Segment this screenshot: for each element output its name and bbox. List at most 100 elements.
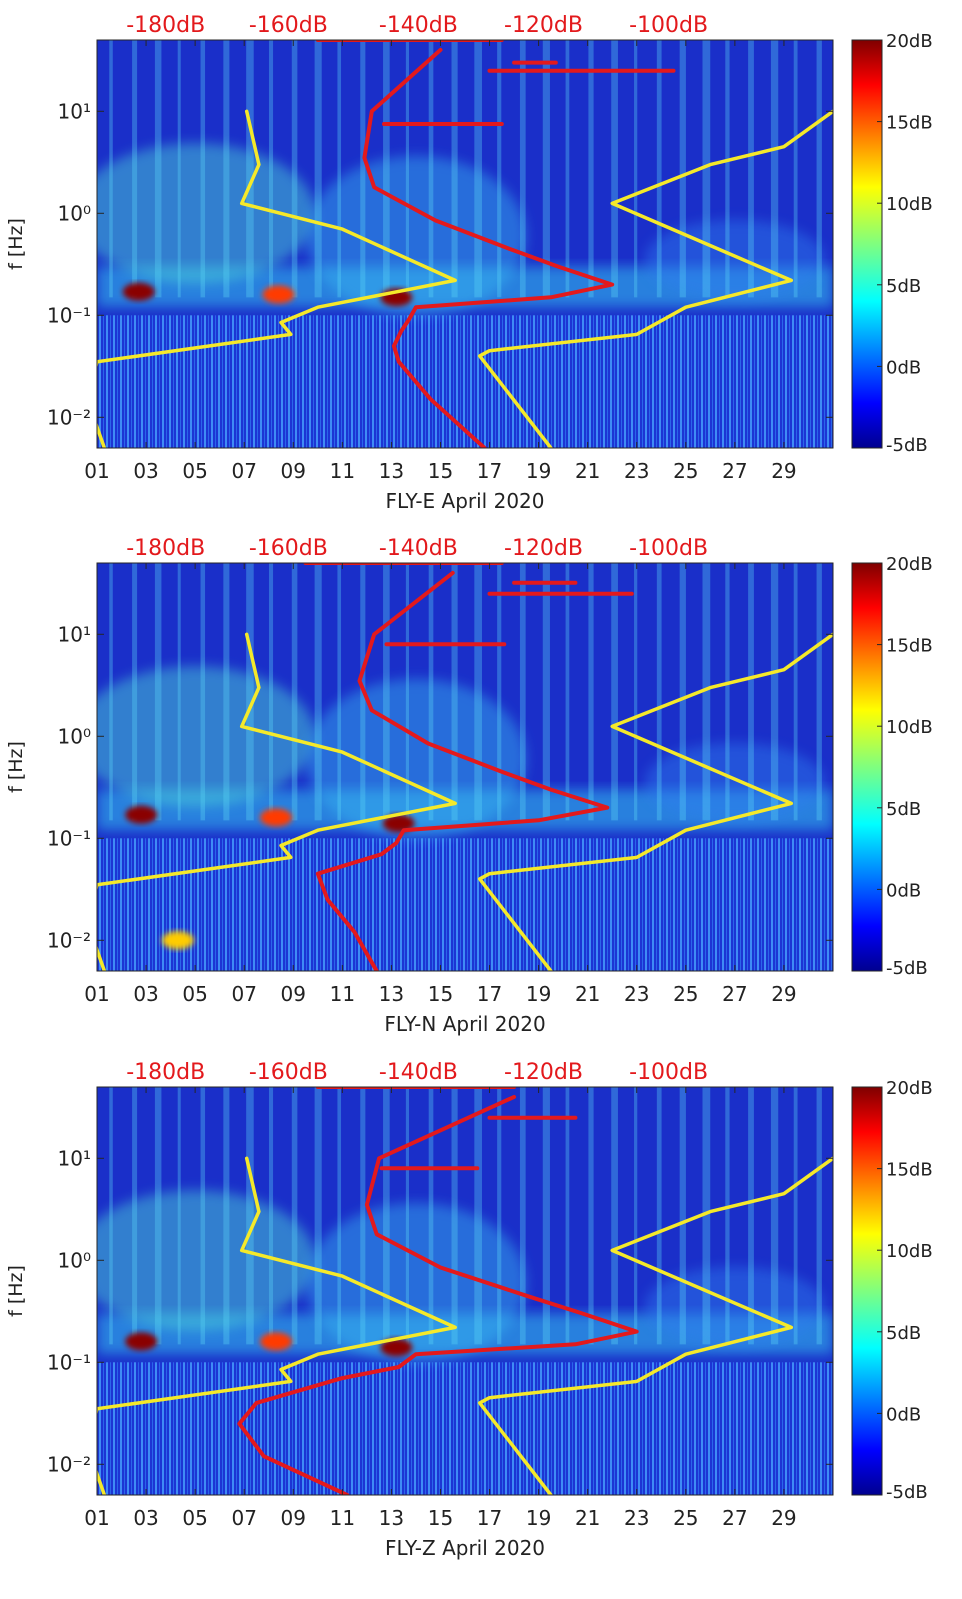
top-axis-db-label: -140dB (379, 1060, 458, 1085)
spectrogram-burst (519, 563, 526, 821)
noise-model-curve (97, 109, 457, 448)
psd-curve (237, 1094, 639, 1495)
x-tick-label: 07 (231, 1506, 256, 1530)
colorbar-label: -5dB (886, 1482, 928, 1503)
spectrogram-burst (337, 563, 342, 821)
x-tick-label: 19 (526, 459, 551, 483)
spectrogram-burst (770, 1087, 779, 1345)
top-axis-db-label: -100dB (629, 1060, 708, 1085)
spectrogram-burst (154, 563, 162, 821)
spectrogram-burst (337, 1087, 342, 1345)
spectrogram-burst (588, 1087, 594, 1345)
spectrogram-burst (816, 563, 822, 821)
spectrogram-burst (451, 563, 458, 821)
x-tick-label: 03 (133, 459, 158, 483)
spectrogram-burst (291, 563, 298, 821)
colorbar (851, 562, 883, 972)
spectrogram-burst (519, 40, 526, 298)
spectrogram-burst (565, 563, 570, 821)
spectrogram-burst (656, 40, 662, 298)
top-axis-db-label: -180dB (126, 1060, 205, 1085)
y-tick-label: 10¹ (58, 99, 91, 123)
x-tick-label: 01 (84, 982, 109, 1006)
spectrogram-burst (793, 1087, 798, 1345)
x-tick-label: 21 (575, 1506, 600, 1530)
spectrogram-energy-blob (644, 742, 825, 823)
colorbar-label: 5dB (886, 276, 921, 297)
x-tick-label: 03 (133, 982, 158, 1006)
colorbar-label: 20dB (886, 1078, 933, 1099)
spectrogram-burst (154, 40, 162, 298)
spectrogram-burst (725, 40, 730, 298)
noise-model-curve (477, 1156, 833, 1495)
spectrogram-low-band (97, 315, 833, 448)
x-tick-label: 27 (722, 982, 747, 1006)
x-tick-label: 25 (673, 459, 698, 483)
spectrogram-burst (497, 40, 502, 298)
spectrogram-burst (725, 563, 730, 821)
spectrogram-energy-blob (305, 678, 526, 839)
spectrogram-burst (337, 40, 342, 298)
spectrogram-burst (816, 40, 822, 298)
spectrogram-burst (360, 1087, 366, 1345)
x-tick-label: 17 (477, 1506, 502, 1530)
spectrogram-burst (428, 40, 434, 298)
colorbar (851, 1086, 883, 1496)
x-tick-label: 07 (231, 459, 256, 483)
x-tick-label: 05 (182, 459, 207, 483)
spectrogram-burst (291, 40, 298, 298)
spectrogram-burst (519, 1087, 526, 1345)
x-tick-label: 27 (722, 459, 747, 483)
spectrogram-burst (611, 1087, 618, 1345)
spectrogram-burst (109, 1087, 113, 1345)
spectrogram-burst (565, 1087, 570, 1345)
spectrogram-burst (291, 1087, 298, 1345)
spectrogram-burst (588, 40, 594, 298)
x-tick-label: 23 (624, 1506, 649, 1530)
top-axis-db-label: -100dB (629, 536, 708, 561)
x-tick-label: 27 (722, 1506, 747, 1530)
spectrogram-burst (542, 563, 550, 821)
colorbar-label: 15dB (886, 1160, 933, 1181)
top-axis-db-label: -180dB (126, 13, 205, 38)
spectrogram-hot-spot (125, 1332, 158, 1351)
spectrogram-burst (223, 1087, 230, 1345)
x-tick-label: 25 (673, 1506, 698, 1530)
spectrogram-burst (611, 563, 618, 821)
spectrogram-burst (611, 40, 618, 298)
spectrogram-burst (200, 40, 206, 298)
spectrogram-burst (132, 1087, 138, 1345)
top-axis-db-label: -140dB (379, 536, 458, 561)
spectrogram-burst (223, 40, 230, 298)
x-tick-label: 05 (182, 1506, 207, 1530)
colorbar-label: 0dB (886, 1404, 921, 1425)
noise-model-curve (477, 109, 833, 448)
spectrogram-burst (748, 1087, 754, 1345)
plot-frame (96, 562, 834, 972)
spectrogram-burst (154, 1087, 162, 1345)
x-tick-label: 07 (231, 982, 256, 1006)
spectrogram-burst (748, 40, 754, 298)
spectrogram-burst (702, 40, 711, 298)
x-tick-label: 09 (281, 982, 306, 1006)
spectrogram-burst (634, 40, 638, 298)
x-axis-label: FLY-Z April 2020 (385, 1536, 545, 1560)
spectrogram-burst (542, 1087, 550, 1345)
spectrogram-burst (770, 40, 779, 298)
spectrogram-burst (428, 563, 434, 821)
x-tick-label: 29 (771, 1506, 796, 1530)
spectrogram-burst (177, 1087, 181, 1345)
x-tick-label: 11 (330, 982, 355, 1006)
y-tick-label: 10¹ (58, 1146, 91, 1170)
colorbar-label: 0dB (886, 357, 921, 378)
noise-model-curve (477, 632, 833, 971)
x-tick-label: 21 (575, 459, 600, 483)
spectrogram-burst (109, 40, 113, 298)
spectrogram-burst (246, 40, 254, 298)
spectrogram-burst (702, 1087, 711, 1345)
y-tick-label: 10⁰ (58, 201, 91, 225)
top-axis-db-label: -140dB (379, 13, 458, 38)
spectrogram-burst (451, 1087, 458, 1345)
x-axis-label: FLY-E April 2020 (385, 489, 544, 513)
x-tick-label: 15 (428, 982, 453, 1006)
